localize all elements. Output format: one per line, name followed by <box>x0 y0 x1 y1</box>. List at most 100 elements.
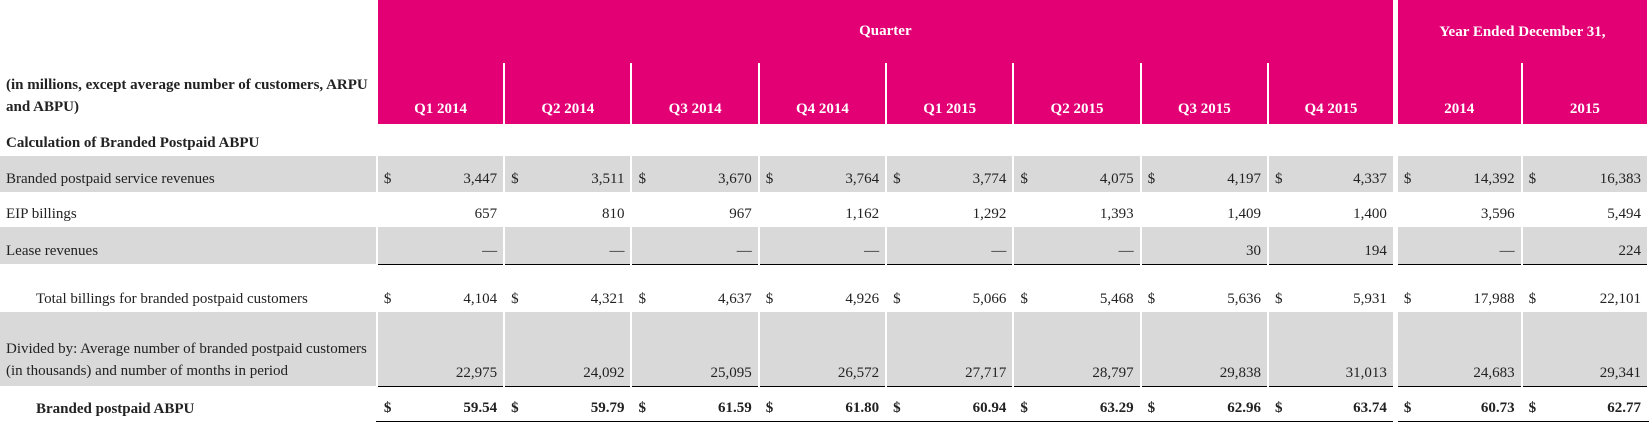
value: — <box>482 242 498 259</box>
value-cell: — <box>886 227 1015 265</box>
value-cell: $3,511 <box>504 156 633 192</box>
value: 61.80 <box>845 399 880 416</box>
value-cell: 1,409 <box>1140 192 1269 227</box>
value-cell: — <box>1392 227 1523 265</box>
currency: $ <box>1020 171 1028 187</box>
group-header: Year Ended December 31, <box>1392 0 1649 63</box>
empty-cell <box>376 124 506 156</box>
empty-cell <box>1392 124 1523 156</box>
value: 60.94 <box>972 399 1007 416</box>
value: 967 <box>729 206 752 222</box>
value: 3,774 <box>972 171 1007 187</box>
group-header: Quarter <box>376 0 1397 63</box>
currency: $ <box>765 171 774 187</box>
row-label: Lease revenues <box>0 227 378 264</box>
empty-cell <box>1267 124 1397 156</box>
column-header: Q3 2014 <box>631 63 760 124</box>
value-cell: $3,764 <box>758 156 888 192</box>
value-cell: 26,572 <box>758 312 888 386</box>
value: 28,797 <box>1092 364 1134 381</box>
value-cell: 657 <box>376 192 506 227</box>
value: 1,393 <box>1099 206 1134 222</box>
empty-cell <box>631 124 760 156</box>
value: 4,197 <box>1227 171 1261 187</box>
value-cell: $4,104 <box>376 264 506 312</box>
value: 3,596 <box>1480 206 1515 222</box>
value: — <box>736 242 752 259</box>
currency: $ <box>765 399 774 416</box>
value: — <box>991 242 1007 259</box>
value-cell: $5,468 <box>1013 264 1142 312</box>
value-cell: $60.73 <box>1392 385 1523 422</box>
row-label: Branded postpaid ABPU <box>0 386 378 422</box>
value-cell: $4,321 <box>504 264 633 312</box>
value-cell: 5,494 <box>1521 192 1649 227</box>
value: 29,341 <box>1599 364 1641 381</box>
value: 24,092 <box>583 364 625 381</box>
value: 810 <box>601 206 625 222</box>
value: 17,988 <box>1473 291 1515 307</box>
currency: $ <box>893 171 901 187</box>
value-cell: $5,066 <box>886 264 1015 312</box>
currency: $ <box>1528 399 1537 416</box>
value: — <box>1499 242 1515 259</box>
value: 5,066 <box>972 291 1007 307</box>
value: 4,104 <box>463 291 498 307</box>
value-cell: 28,797 <box>1013 312 1142 386</box>
row-label: Divided by: Average number of branded po… <box>0 312 378 386</box>
currency: $ <box>638 171 646 187</box>
currency: $ <box>1274 171 1283 187</box>
value: 30 <box>1245 242 1261 259</box>
value-cell: 29,341 <box>1521 312 1649 386</box>
value-cell: $3,670 <box>631 156 760 192</box>
data-row: Branded postpaid ABPU $59.54 $59.79 $61.59 $… <box>0 385 1649 422</box>
currency: $ <box>511 399 519 416</box>
value: 4,075 <box>1099 171 1134 187</box>
currency: $ <box>765 291 774 307</box>
header-row: (in millions, except average number of c… <box>0 0 1649 124</box>
value-cell: $3,774 <box>886 156 1015 192</box>
empty-cell <box>1521 124 1649 156</box>
value-cell: $4,337 <box>1267 156 1397 192</box>
currency: $ <box>1147 291 1156 307</box>
value-cell: 810 <box>504 192 633 227</box>
value-cell: 29,838 <box>1140 312 1269 386</box>
value: 59.79 <box>590 399 625 416</box>
value: 5,931 <box>1353 291 1387 307</box>
value-cell: 24,092 <box>504 312 633 386</box>
currency: $ <box>1020 291 1028 307</box>
value-cell: 224 <box>1521 227 1649 265</box>
currency: $ <box>1020 399 1028 416</box>
value: 60.73 <box>1480 399 1515 416</box>
value: 26,572 <box>837 364 880 381</box>
header-row: Q1 2014 Q2 2014 Q3 2014 Q4 2014 Q1 2015 Q2 20… <box>0 63 1649 124</box>
value-cell: $5,636 <box>1140 264 1269 312</box>
value-cell: 24,683 <box>1392 312 1523 386</box>
column-header: Q4 2015 <box>1267 63 1397 124</box>
value: 657 <box>474 206 498 222</box>
value: 29,838 <box>1219 364 1261 381</box>
value: 4,337 <box>1353 171 1387 187</box>
value-cell: 194 <box>1267 227 1397 265</box>
value: 3,447 <box>463 171 498 187</box>
value: 4,321 <box>590 291 625 307</box>
column-header: Q2 2014 <box>504 63 633 124</box>
empty-cell <box>1140 124 1269 156</box>
currency: $ <box>383 291 392 307</box>
value-cell: $22,101 <box>1521 264 1649 312</box>
value-cell: $61.59 <box>631 385 760 422</box>
value: 62.77 <box>1607 399 1641 416</box>
currency: $ <box>1147 399 1156 416</box>
value-cell: $4,197 <box>1140 156 1269 192</box>
currency: $ <box>1403 171 1412 187</box>
section-title: Calculation of Branded Postpaid ABPU <box>0 124 378 156</box>
data-row: Branded postpaid service revenues $3,447 $… <box>0 156 1649 192</box>
value: 5,494 <box>1607 206 1641 222</box>
column-header: 2014 <box>1392 63 1523 124</box>
empty-cell <box>886 124 1015 156</box>
currency: $ <box>1403 291 1412 307</box>
value-cell: 1,162 <box>758 192 888 227</box>
value-cell: — <box>631 227 760 265</box>
value-cell: $61.80 <box>758 385 888 422</box>
